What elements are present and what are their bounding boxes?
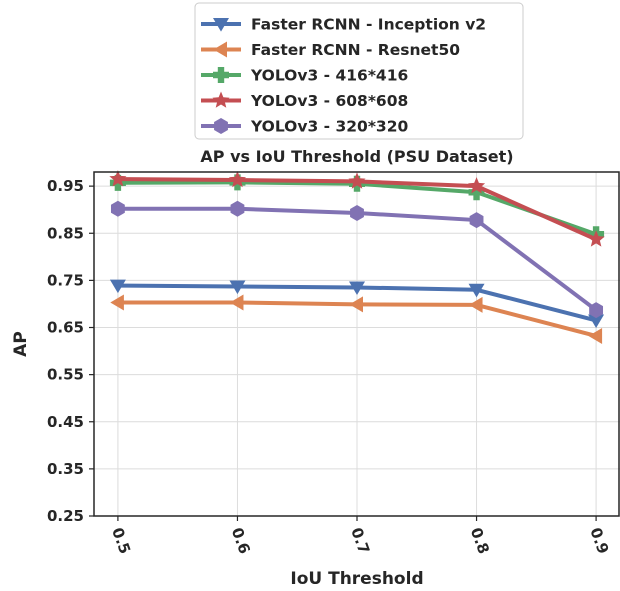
x-tick-label: 0.5: [108, 525, 134, 556]
y-axis: 0.25 0.35 0.45 0.55 0.65 0.75 0.85 0.95: [47, 177, 94, 525]
data-point: [467, 177, 486, 194]
y-tick-label: 0.85: [47, 224, 84, 242]
data-point: [588, 327, 603, 344]
legend-box: [194, 2, 524, 140]
x-axis-label: IoU Threshold: [290, 569, 423, 589]
data-point: [349, 281, 365, 296]
data-point: [110, 294, 124, 311]
series-3: [109, 170, 605, 247]
data-point: [469, 212, 484, 229]
data-point: [589, 302, 604, 319]
data-point: [109, 170, 127, 187]
legend-label: YOLOv3 - 608*608: [250, 92, 408, 110]
y-tick-label: 0.65: [47, 319, 84, 337]
data-point: [468, 283, 485, 298]
legend-entry: YOLOv3 - 608*608: [201, 91, 408, 110]
data-point: [229, 294, 244, 311]
legend-marker: [212, 91, 230, 108]
x-tick-label: 0.8: [467, 525, 493, 556]
legend-marker: [214, 118, 228, 134]
grid: [94, 172, 620, 517]
data-point: [348, 172, 366, 189]
y-tick-label: 0.35: [47, 460, 84, 478]
data-point: [468, 296, 483, 313]
data-point: [349, 296, 363, 313]
legend-marker: [213, 41, 227, 58]
x-axis: 0.5 0.6 0.7 0.8 0.9: [108, 516, 612, 556]
y-tick-label: 0.75: [47, 271, 84, 289]
legend-entry: YOLOv3 - 416*416: [201, 67, 408, 85]
chart-title: AP vs IoU Threshold (PSU Dataset): [200, 147, 513, 166]
data-point: [228, 171, 247, 188]
data-point: [468, 184, 485, 201]
legend-label: YOLOv3 - 416*416: [250, 67, 408, 85]
legend: Faster RCNN - Inception v2 Faster RCNN - …: [194, 2, 524, 140]
legend-marker: [213, 67, 229, 84]
legend-entry: Faster RCNN - Inception v2: [201, 16, 486, 34]
legend-marker: [213, 18, 229, 32]
plot-area: [109, 170, 605, 344]
data-point: [230, 200, 245, 217]
legend-label: YOLOv3 - 320*320: [250, 118, 408, 136]
y-axis-label: AP: [11, 331, 31, 357]
data-point: [110, 200, 125, 217]
data-point: [109, 279, 126, 294]
series-4: [110, 200, 604, 319]
x-tick-label: 0.6: [228, 525, 254, 556]
x-tick-label: 0.9: [586, 525, 612, 556]
series-1: [110, 294, 603, 344]
y-tick-label: 0.55: [47, 366, 84, 384]
legend-entry: YOLOv3 - 320*320: [201, 118, 408, 136]
y-tick-label: 0.25: [47, 507, 84, 525]
x-tick-label: 0.7: [347, 525, 373, 556]
data-point: [229, 280, 246, 295]
data-point: [588, 314, 605, 329]
data-point: [587, 230, 605, 247]
y-tick-label: 0.95: [47, 177, 84, 195]
y-tick-label: 0.45: [47, 413, 84, 431]
legend-entry: Faster RCNN - Resnet50: [201, 41, 460, 59]
legend-label: Faster RCNN - Inception v2: [251, 16, 486, 34]
series-0: [109, 279, 605, 329]
data-point: [350, 204, 364, 221]
legend-label: Faster RCNN - Resnet50: [251, 41, 460, 59]
